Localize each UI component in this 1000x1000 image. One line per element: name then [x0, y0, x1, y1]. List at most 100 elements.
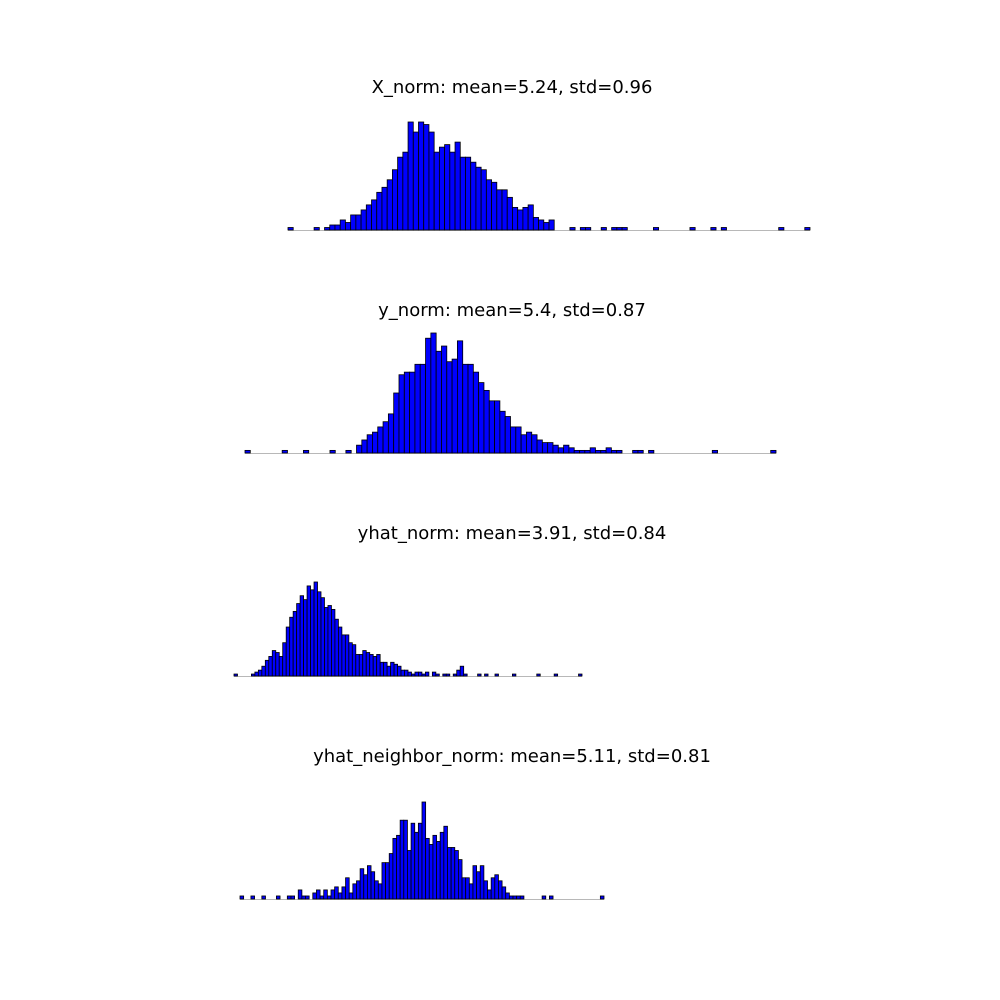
chart-title: y_norm: mean=5.4, std=0.87 [378, 300, 646, 321]
histogram-bar [573, 449, 580, 454]
histogram-bar [411, 673, 416, 677]
histogram-bar [512, 206, 519, 231]
histogram-bar [536, 673, 541, 677]
histogram-bar [268, 656, 273, 677]
histogram-bar [312, 892, 317, 900]
histogram-bar [397, 156, 404, 231]
histogram-bar [512, 673, 517, 677]
histogram-yhat-neighbor-norm: yhat_neighbor_norm: mean=5.11, std=0.81 [239, 746, 711, 900]
histogram-bar [334, 886, 339, 900]
histogram-bar [391, 169, 399, 231]
histogram-bar [428, 844, 434, 900]
histogram-bar [465, 156, 472, 231]
histogram-bar [350, 214, 357, 231]
histogram-bar [600, 449, 607, 454]
histogram-bar [536, 439, 543, 454]
histogram-bar [443, 825, 448, 900]
histogram-bar [356, 444, 363, 454]
histogram-bar [425, 337, 432, 454]
histogram-bar [428, 131, 435, 231]
histogram-bar [362, 650, 367, 677]
histogram-bar [487, 889, 492, 900]
histogram-bar [552, 444, 559, 454]
histogram-bar [445, 673, 451, 677]
histogram-bar [438, 146, 446, 231]
histogram-bar [319, 895, 325, 900]
histogram-bar [447, 847, 452, 900]
histogram-bar [244, 449, 251, 454]
histogram-bar [506, 196, 513, 231]
histogram-bar [361, 439, 368, 454]
histogram-bar [317, 591, 322, 677]
histogram-bar [484, 673, 489, 677]
histogram-bar [404, 669, 409, 677]
histogram-bar [720, 227, 727, 231]
histogram-bar [472, 371, 480, 454]
histogram-bar [451, 358, 458, 454]
histogram-bar [459, 665, 465, 677]
histogram-bar [324, 607, 329, 677]
histogram-bar [286, 895, 292, 900]
histogram-bar [480, 169, 487, 231]
histogram-bar [479, 865, 485, 900]
histogram-bar [412, 131, 419, 231]
histogram-bar [442, 673, 447, 677]
histogram-bar [476, 871, 481, 900]
histogram-bar [605, 447, 612, 454]
histogram-bar [585, 227, 592, 231]
histogram-bar [370, 871, 376, 900]
histogram-bar [431, 671, 437, 677]
histogram-bar [589, 447, 596, 454]
histogram-bar [414, 363, 421, 454]
histogram-bar [316, 889, 321, 900]
histogram-bar [599, 895, 605, 900]
histogram-bar [261, 895, 266, 900]
histogram-bar [467, 363, 474, 454]
histogram-bar [496, 189, 503, 231]
histogram-bar [418, 121, 425, 231]
histogram-bar [710, 227, 717, 231]
histogram-bar [297, 889, 303, 900]
histogram-bar [345, 449, 352, 454]
histogram-bar [271, 650, 277, 677]
histogram-bar [281, 449, 288, 454]
histogram-bar [578, 673, 583, 677]
histogram-bar [418, 671, 423, 677]
histogram-bar [392, 837, 397, 900]
histogram-bar [508, 895, 514, 900]
histogram-bar [621, 227, 628, 231]
histogram-bar [388, 853, 394, 900]
histogram-bar [419, 363, 426, 454]
histogram-bar [435, 673, 440, 677]
histogram-bar [475, 166, 482, 231]
histogram-bar [282, 642, 287, 677]
histogram-bar [557, 447, 564, 454]
histogram-bar [465, 877, 470, 900]
histogram-bar [452, 673, 458, 677]
histogram-bar [600, 227, 607, 231]
histogram-bar [616, 449, 623, 454]
histogram-bar [435, 350, 442, 454]
histogram-bar [337, 626, 343, 677]
histogram-bar [360, 209, 367, 231]
histogram-bar [423, 124, 430, 231]
histogram-bar [345, 222, 352, 231]
histogram-yhat-norm: yhat_norm: mean=3.91, std=0.84 [233, 523, 666, 677]
histogram-bar [264, 659, 270, 677]
histogram-bar [512, 895, 518, 900]
histogram-bar [310, 589, 315, 677]
histogram-bar [327, 605, 332, 677]
histogram-bar [548, 219, 555, 231]
chart-title: yhat_neighbor_norm: mean=5.11, std=0.81 [313, 746, 711, 767]
histogram-bar [804, 227, 811, 231]
histogram-bar [538, 219, 545, 231]
histogram-bar [653, 227, 660, 231]
histogram-bar [355, 214, 362, 231]
histogram-bar [485, 179, 492, 231]
histogram-bar [376, 191, 383, 231]
histogram-bar [330, 889, 336, 900]
histogram-bar [462, 363, 469, 454]
histogram-y-norm: y_norm: mean=5.4, std=0.87 [244, 300, 777, 454]
histogram-bar [501, 189, 508, 231]
histogram-bar [549, 895, 554, 900]
